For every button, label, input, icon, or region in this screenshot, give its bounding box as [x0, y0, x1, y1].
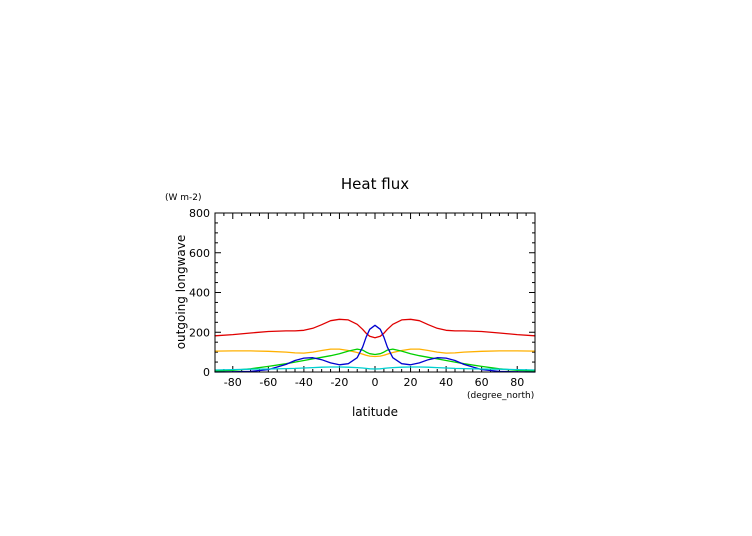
y-tick-label: 200: [189, 326, 210, 339]
x-tick-label: -20: [330, 376, 348, 389]
x-tick-label: -60: [259, 376, 277, 389]
y-tick-label: 600: [189, 247, 210, 260]
plot-frame: [214, 212, 536, 373]
series-line-5: [214, 366, 536, 371]
chart-title: Heat flux: [341, 175, 409, 193]
series-line-3: [214, 348, 536, 372]
x-axis-unit: (degree_north): [467, 391, 534, 401]
y-tick-label: 0: [203, 366, 210, 379]
x-tick-label: 40: [439, 376, 453, 389]
x-tick-label: 20: [404, 376, 418, 389]
y-axis-label: outgoing longwave: [174, 235, 188, 350]
y-tick-label: 800: [189, 207, 210, 220]
series-line-4: [214, 324, 536, 373]
series-line-2: [214, 348, 536, 358]
x-axis-label: latitude: [352, 405, 398, 419]
x-tick-label: 80: [510, 376, 524, 389]
x-tick-label: 0: [372, 376, 379, 389]
y-axis-unit: (W m-2): [165, 193, 202, 203]
y-tick-label: 400: [189, 287, 210, 300]
series-lines: [214, 318, 536, 373]
series-line-1: [214, 318, 536, 339]
x-tick-label: 60: [475, 376, 489, 389]
x-tick-label: -40: [295, 376, 313, 389]
x-tick-label: -80: [224, 376, 242, 389]
